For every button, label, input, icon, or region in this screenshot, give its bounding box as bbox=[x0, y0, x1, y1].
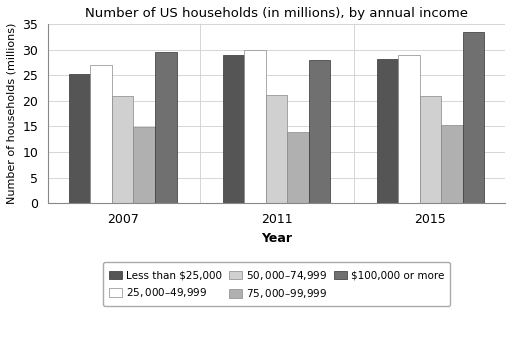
Bar bbox=[134, 127, 155, 203]
X-axis label: Year: Year bbox=[261, 232, 292, 245]
Bar bbox=[266, 95, 287, 203]
Bar bbox=[309, 60, 330, 203]
Bar bbox=[69, 73, 91, 203]
Bar bbox=[441, 125, 463, 203]
Bar bbox=[377, 59, 398, 203]
Bar bbox=[155, 52, 177, 203]
Y-axis label: Number of households (millions): Number of households (millions) bbox=[7, 23, 17, 204]
Legend: Less than $25,000, $25,000–$49,999, $50,000–$74,999, $75,000–$99,999, $100,000 o: Less than $25,000, $25,000–$49,999, $50,… bbox=[103, 262, 451, 306]
Bar bbox=[463, 32, 484, 203]
Title: Number of US households (in millions), by annual income: Number of US households (in millions), b… bbox=[85, 7, 468, 20]
Bar bbox=[223, 55, 244, 203]
Bar bbox=[244, 50, 266, 203]
Bar bbox=[112, 96, 134, 203]
Bar bbox=[398, 55, 420, 203]
Bar bbox=[420, 96, 441, 203]
Bar bbox=[91, 65, 112, 203]
Bar bbox=[287, 131, 309, 203]
